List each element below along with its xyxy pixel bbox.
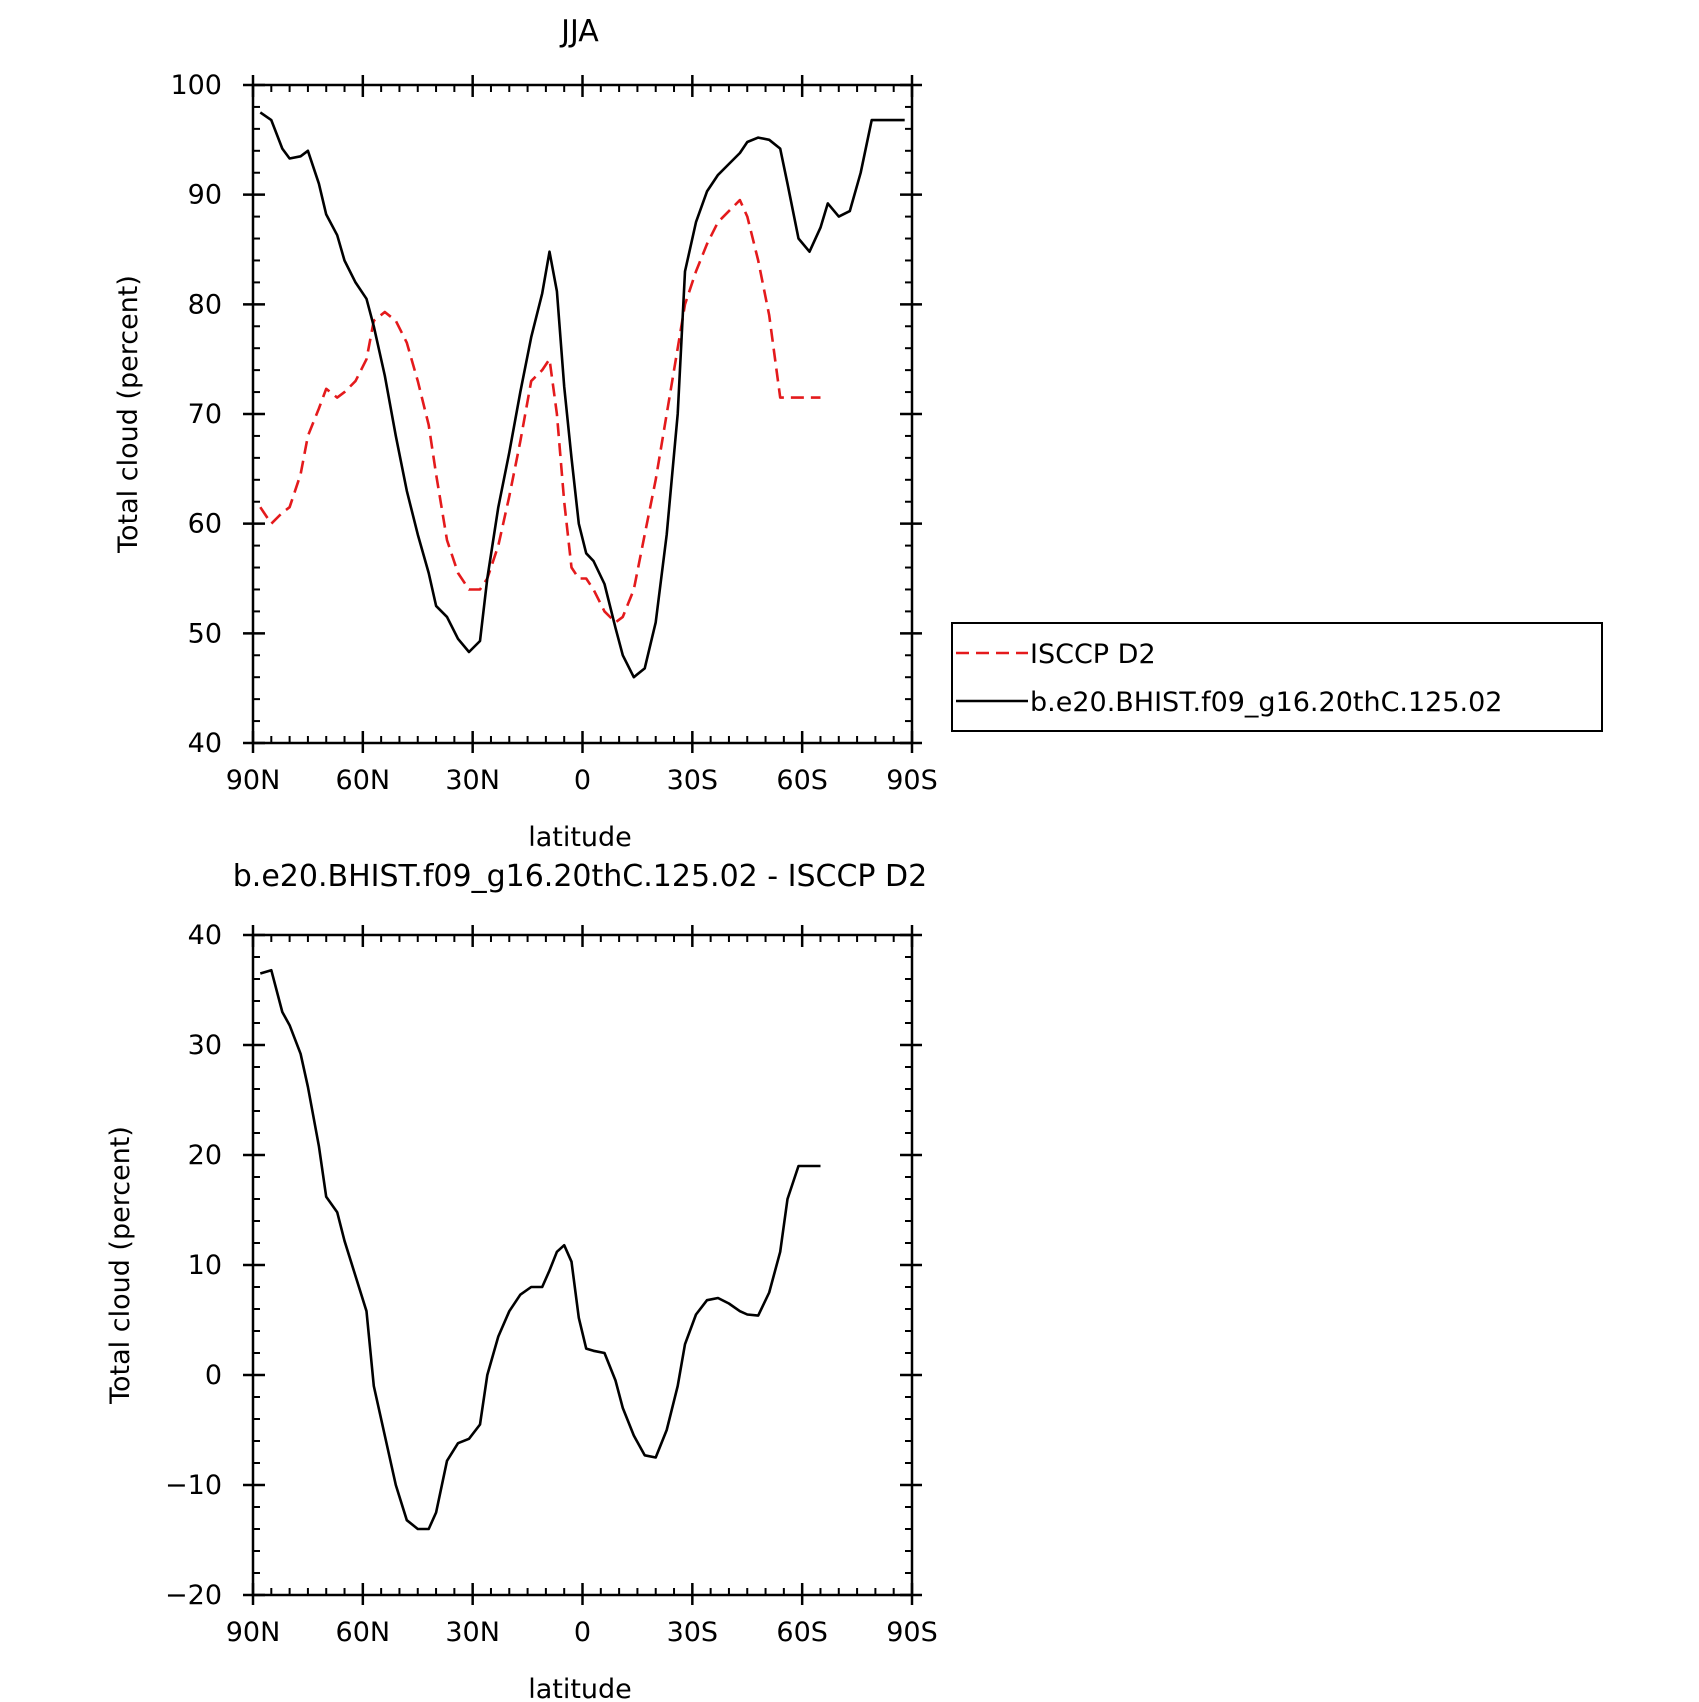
bottom-panel-title: b.e20.BHIST.f09_g16.20thC.125.02 - ISCCP… (233, 859, 927, 894)
model-line (259, 111, 905, 679)
legend: ISCCP D2 b.e20.BHIST.f09_g16.20thC.125.0… (951, 622, 1603, 732)
bottom-panel-y-axis-title: Total cloud (percent) (105, 1126, 136, 1405)
y-tick-label: 50 (188, 618, 222, 649)
legend-box (951, 622, 1603, 732)
bottom-panel-axes: 90N 60N 30N 0 30S 60S 90S −20 −10 0 10 20 30 40 (165, 920, 938, 1648)
y-tick-label: 0 (205, 1360, 222, 1391)
x-tick-label: 60N (336, 765, 391, 796)
y-tick-label: −10 (165, 1470, 222, 1501)
y-tick-label: −20 (165, 1580, 222, 1611)
x-tick-label: 90N (226, 1617, 281, 1648)
legend-label-isccp: ISCCP D2 (1030, 639, 1156, 670)
bottom-panel-frame (251, 933, 914, 1597)
bottom-panel-x-axis-title: latitude (528, 1674, 632, 1702)
x-tick-label: 30N (445, 765, 500, 796)
bottom-panel-series (259, 968, 821, 1531)
x-tick-label: 90N (226, 765, 281, 796)
y-tick-label: 80 (188, 289, 222, 320)
top-panel: JJA 90N 60N 30N 0 30S 60S 90S 40 50 60 70 80 90 100 l… (113, 14, 1603, 853)
top-panel-title: JJA (559, 14, 599, 49)
x-tick-label: 60S (776, 765, 828, 796)
y-tick-label: 30 (188, 1030, 222, 1061)
x-tick-label: 30S (667, 1617, 719, 1648)
x-tick-label: 90S (886, 765, 938, 796)
top-panel-frame (251, 83, 914, 745)
top-panel-y-axis-title: Total cloud (percent) (113, 275, 144, 554)
x-tick-label: 30S (667, 765, 719, 796)
bottom-panel: b.e20.BHIST.f09_g16.20thC.125.02 - ISCCP… (105, 859, 938, 1702)
y-tick-label: 100 (170, 70, 222, 101)
y-tick-label: 70 (188, 399, 222, 430)
x-tick-label: 0 (574, 765, 591, 796)
y-tick-label: 60 (188, 509, 222, 540)
y-tick-label: 10 (188, 1250, 222, 1281)
y-tick-label: 40 (188, 920, 222, 951)
x-tick-label: 60S (776, 1617, 828, 1648)
y-tick-label: 90 (188, 180, 222, 211)
y-tick-label: 20 (188, 1140, 222, 1171)
x-tick-label: 60N (336, 1617, 391, 1648)
x-tick-label: 90S (886, 1617, 938, 1648)
top-panel-x-axis-title: latitude (528, 822, 632, 853)
top-panel-series (259, 111, 905, 679)
y-tick-label: 40 (188, 728, 222, 759)
x-tick-label: 30N (445, 1617, 500, 1648)
legend-label-model: b.e20.BHIST.f09_g16.20thC.125.02 (1030, 687, 1502, 718)
x-tick-label: 0 (574, 1617, 591, 1648)
difference-line (259, 968, 821, 1531)
top-panel-axes: 90N 60N 30N 0 30S 60S 90S 40 50 60 70 80 90 100 (170, 70, 937, 796)
isccp-d2-line (259, 198, 821, 624)
